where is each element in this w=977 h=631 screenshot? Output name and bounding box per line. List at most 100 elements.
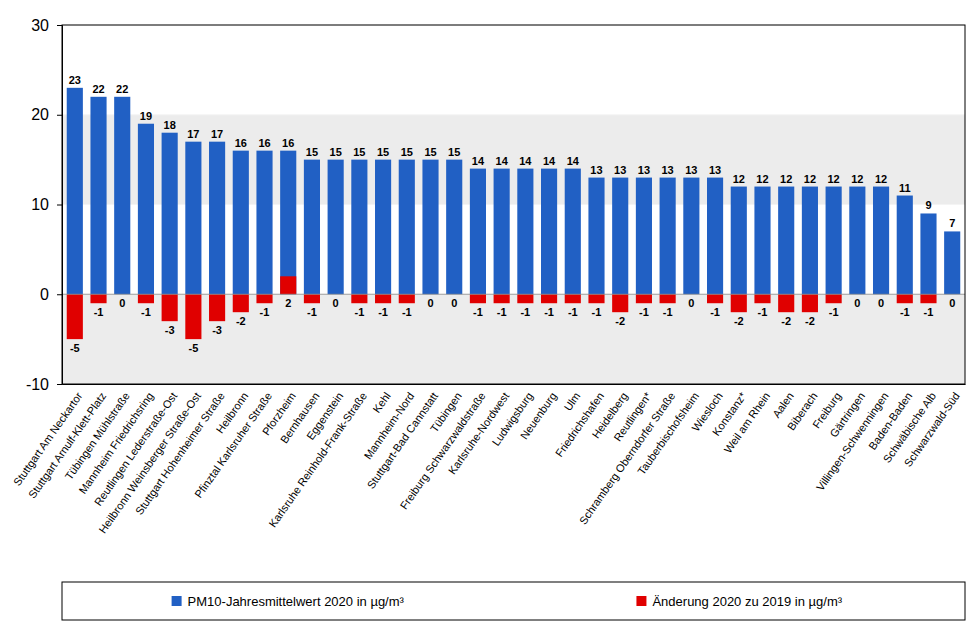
grid xyxy=(62,25,965,384)
bar xyxy=(588,178,604,295)
bar xyxy=(90,294,106,303)
bar xyxy=(209,142,225,295)
data-label: 17 xyxy=(187,128,199,140)
data-label: 13 xyxy=(614,164,626,176)
tick-label: 10 xyxy=(31,196,49,213)
data-label: 15 xyxy=(424,146,436,158)
data-label: 16 xyxy=(282,137,294,149)
data-label: -1 xyxy=(544,306,554,318)
bar xyxy=(162,294,178,321)
category-label: Heilbronn Weinsberger Straße-Ost xyxy=(96,390,203,535)
bar xyxy=(897,294,913,303)
plot-frame xyxy=(62,25,965,384)
category-label: Pfinztal Karlsruher Straße xyxy=(192,390,274,500)
data-label: 0 xyxy=(333,297,339,309)
grid-line xyxy=(62,114,965,115)
data-label: 15 xyxy=(306,146,318,158)
data-label: -1 xyxy=(402,306,412,318)
category-label: Schramberg Oberndorfer Straße xyxy=(577,390,678,527)
tick: Ulm xyxy=(561,384,582,413)
tick: Stuttgart Hohenheimer Straße xyxy=(133,384,227,517)
data-label: 23 xyxy=(69,74,81,86)
data-label: -2 xyxy=(615,315,625,327)
tick-mark xyxy=(57,115,62,116)
bar xyxy=(636,294,652,303)
tick-mark xyxy=(57,25,62,26)
data-label: 0 xyxy=(949,297,955,309)
tick-mark xyxy=(57,205,62,206)
bar xyxy=(660,178,676,295)
chart: -100102030Stuttgart Am NeckartorStuttgar… xyxy=(0,0,977,631)
bar xyxy=(802,187,818,295)
bar xyxy=(897,196,913,295)
bar xyxy=(588,294,604,303)
bar xyxy=(517,294,533,303)
bar xyxy=(399,160,415,295)
data-label: 13 xyxy=(638,164,650,176)
data-label: 12 xyxy=(804,173,816,185)
bar xyxy=(470,294,486,303)
data-label: -1 xyxy=(497,306,507,318)
data-label: 16 xyxy=(235,137,247,149)
bar xyxy=(731,294,747,312)
legend-item: Änderung 2020 zu 2019 in µg/m³ xyxy=(636,594,842,609)
bar xyxy=(256,294,272,303)
data-label: 13 xyxy=(662,164,674,176)
data-label: 0 xyxy=(427,297,433,309)
legend-label: PM10-Jahresmittelwert 2020 in µg/m³ xyxy=(188,594,405,609)
bar xyxy=(660,294,676,303)
data-label: 14 xyxy=(496,155,509,167)
tick: Kehl xyxy=(370,384,392,415)
bar xyxy=(162,133,178,295)
data-label: -3 xyxy=(212,324,222,336)
data-label: -2 xyxy=(805,315,815,327)
grid-band xyxy=(62,294,965,384)
bar xyxy=(541,294,557,303)
bar xyxy=(328,160,344,295)
data-label: -2 xyxy=(236,315,246,327)
bar xyxy=(636,178,652,295)
bar xyxy=(565,169,581,295)
data-label: 9 xyxy=(925,199,931,211)
tick-label: -10 xyxy=(26,376,49,393)
bar xyxy=(351,294,367,303)
category-label: Ulm xyxy=(561,390,582,413)
data-label: -1 xyxy=(94,306,104,318)
tick-label: 20 xyxy=(31,106,49,123)
bar xyxy=(256,151,272,295)
data-label: 19 xyxy=(140,110,152,122)
bar xyxy=(683,178,699,295)
data-label: -1 xyxy=(592,306,602,318)
data-label: -5 xyxy=(70,342,80,354)
bar xyxy=(944,231,960,294)
y-axis: -100102030 xyxy=(26,17,63,393)
category-label: Freiburg Schwarzwaldstraße xyxy=(398,390,488,512)
bar xyxy=(612,294,628,312)
bar xyxy=(494,169,510,295)
bar xyxy=(826,187,842,295)
bar xyxy=(280,276,296,294)
bar xyxy=(304,160,320,295)
tick: -10 xyxy=(26,376,62,393)
data-label: -1 xyxy=(568,306,578,318)
bar xyxy=(565,294,581,303)
bar xyxy=(185,294,201,339)
tick: Baden-Baden xyxy=(866,384,914,452)
tick: 10 xyxy=(31,196,62,213)
series-bars xyxy=(67,276,937,339)
data-label: 13 xyxy=(709,164,721,176)
category-label: Karlsruhe Reinhold-Frank-Straße xyxy=(266,390,369,530)
bar xyxy=(541,169,557,295)
bar xyxy=(90,97,106,294)
data-label: -1 xyxy=(900,306,910,318)
bar xyxy=(707,294,723,303)
tick: 0 xyxy=(40,286,62,303)
data-label: -1 xyxy=(473,306,483,318)
data-label: 14 xyxy=(567,155,580,167)
series-bars xyxy=(67,88,961,294)
bar xyxy=(67,294,83,339)
category-label: Kehl xyxy=(370,390,392,415)
tick: Heilbronn Weinsberger Straße-Ost xyxy=(96,384,203,535)
data-label: -1 xyxy=(758,306,768,318)
bar xyxy=(351,160,367,295)
